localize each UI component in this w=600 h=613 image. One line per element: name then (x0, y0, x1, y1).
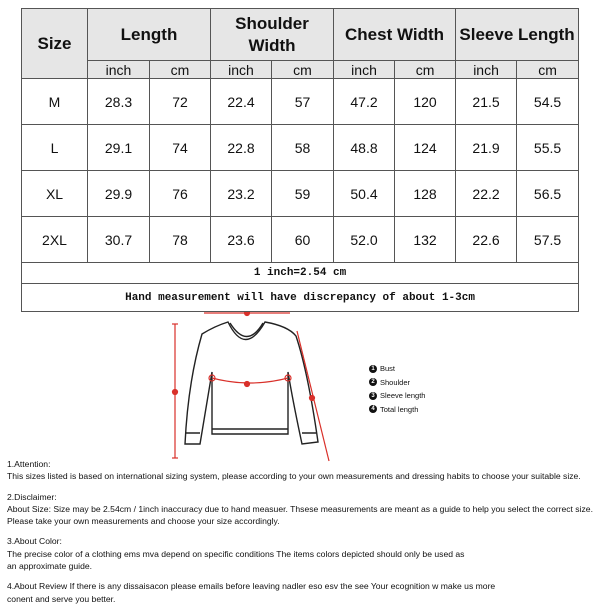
note-block: 3.About Color: The precise color of a clo… (7, 535, 597, 572)
unit-cell: inch (455, 60, 518, 79)
diagram-legend: 1 Bust 2 Shoulder 3 Sleeve length 4 Total lengt… (369, 362, 425, 416)
header-shoulder-width: Shoulder Width (209, 8, 335, 61)
note-text: 4.About Review If there is any dissaisac… (7, 581, 496, 592)
note-block: 1.Attention: This sizes listed is based o… (7, 458, 597, 483)
size-chart-table: Size Length Shoulder Width Chest Width S… (20, 8, 580, 312)
value-cell: 23.2 (210, 170, 272, 217)
value-cell: 48.8 (333, 124, 396, 171)
value-cell: 59 (270, 170, 335, 217)
size-cell: 2XL (21, 216, 88, 263)
legend-item: 2 Shoulder (369, 376, 425, 390)
legend-item: 3 Sleeve length (369, 389, 425, 403)
value-cell: 55.5 (516, 124, 580, 171)
note-text: About Size: Size may be 2.54cm / 1inch i… (7, 503, 593, 514)
value-cell: 47.2 (333, 78, 396, 125)
bust-line (211, 377, 289, 384)
value-cell: 72 (149, 78, 211, 125)
table-row: 2XL 30.7 78 23.6 60 52.0 132 22.6 57.5 (21, 216, 580, 263)
sweater-outline (184, 321, 319, 445)
note-title: 2.Disclaimer: (7, 491, 57, 502)
value-cell: 29.1 (87, 124, 150, 171)
unit-cell: cm (394, 60, 457, 79)
value-cell: 22.2 (455, 170, 518, 217)
note-text: The precise color of a clothing ems mva … (7, 548, 465, 559)
discrepancy-row: Hand measurement will have discrepancy o… (20, 283, 580, 312)
value-cell: 22.8 (210, 124, 272, 171)
number-badge-icon: 1 (369, 364, 377, 373)
value-cell: 56.5 (516, 170, 580, 217)
legend-label: Sleeve length (380, 391, 426, 400)
header-row: Size Length Shoulder Width Chest Width S… (21, 8, 580, 79)
value-cell: 58 (270, 124, 335, 171)
legend-label: Bust (380, 364, 396, 373)
unit-cell: inch (333, 60, 396, 79)
value-cell: 30.7 (87, 216, 150, 263)
unit-cell: cm (516, 60, 580, 79)
value-cell: 124 (394, 124, 457, 171)
legend-item: 4 Total length (369, 403, 425, 417)
value-cell: 78 (149, 216, 211, 263)
value-cell: 23.6 (210, 216, 272, 263)
value-cell: 132 (394, 216, 457, 263)
note-text: Please take your own measurements and ch… (7, 516, 280, 527)
value-cell: 76 (149, 170, 211, 217)
value-cell: 57 (270, 78, 335, 125)
sleeve-length-marker (308, 394, 316, 402)
measurement-lines (171, 312, 330, 462)
value-cell: 21.9 (455, 124, 518, 171)
value-cell: 54.5 (516, 78, 580, 125)
table-row: L 29.1 74 22.8 58 48.8 124 21.9 55.5 (21, 124, 580, 171)
total-length-marker (171, 388, 179, 396)
value-cell: 60 (270, 216, 335, 263)
number-badge-icon: 2 (369, 378, 377, 387)
note-text: conent and serve you better. (7, 593, 116, 604)
bust-marker (243, 380, 251, 388)
note-text: an approximate guide. (7, 561, 93, 572)
value-cell: 50.4 (333, 170, 396, 217)
table-row: M 28.3 72 22.4 57 47.2 120 21.5 54.5 (21, 78, 580, 125)
unit-row: inch cm inch cm inch cm inch cm (22, 60, 580, 79)
note-title: 1.Attention: (7, 459, 51, 469)
unit-cell: cm (270, 60, 335, 79)
legend-label: Shoulder (380, 377, 411, 387)
note-block: 4.About Review If there is any dissaisac… (7, 580, 597, 605)
value-cell: 28.3 (87, 78, 150, 125)
size-cell: XL (21, 170, 88, 217)
value-cell: 22.6 (455, 216, 518, 263)
size-cell: L (21, 124, 88, 171)
value-cell: 74 (149, 124, 211, 171)
note-block: 2.Disclaimer: About Size: Size may be 2.5… (7, 491, 597, 528)
value-cell: 52.0 (333, 216, 396, 263)
header-length: Length (87, 8, 211, 61)
discrepancy-note: Hand measurement will have discrepancy o… (20, 283, 580, 312)
note-title: 3.About Color: (7, 536, 62, 547)
header-sleeve-length: Sleeve Length (455, 8, 580, 61)
unit-cell: cm (149, 60, 211, 79)
value-cell: 120 (394, 78, 457, 125)
size-cell: M (21, 78, 88, 125)
conversion-note: 1 inch=2.54 cm (20, 262, 580, 284)
number-badge-icon: 3 (369, 391, 377, 400)
conversion-row: 1 inch=2.54 cm (20, 262, 580, 284)
value-cell: 128 (394, 170, 457, 217)
header-chest-width: Chest Width (333, 8, 457, 61)
shoulder-marker (243, 312, 251, 317)
notes-section: 1.Attention: This sizes listed is based o… (7, 458, 597, 613)
unit-cell: inch (87, 60, 150, 79)
legend-item: 1 Bust (369, 362, 425, 376)
number-badge-icon: 4 (369, 405, 377, 414)
legend-label: Total length (380, 404, 419, 414)
sweater-measurement-diagram (171, 312, 330, 462)
value-cell: 29.9 (87, 170, 150, 217)
table-row: XL 29.9 76 23.2 59 50.4 128 22.2 56.5 (21, 170, 580, 217)
value-cell: 21.5 (455, 78, 518, 125)
unit-cell: inch (210, 60, 272, 79)
value-cell: 22.4 (210, 78, 272, 125)
note-text: This sizes listed is based on internatio… (7, 471, 581, 482)
header-size: Size (21, 8, 88, 79)
value-cell: 57.5 (516, 216, 580, 263)
